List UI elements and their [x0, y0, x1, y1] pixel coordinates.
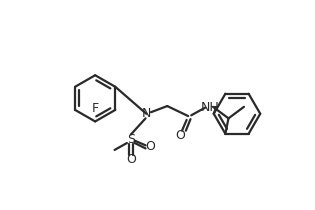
Text: O: O [145, 140, 155, 153]
Text: O: O [126, 154, 136, 167]
Text: F: F [92, 102, 99, 115]
Text: S: S [127, 133, 135, 146]
Text: O: O [175, 129, 185, 142]
Text: N: N [142, 107, 151, 120]
Text: NH: NH [201, 101, 219, 114]
